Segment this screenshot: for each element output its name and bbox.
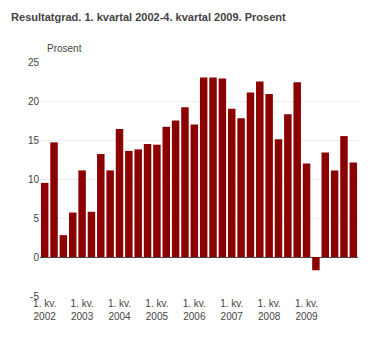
svg-text:Prosent: Prosent [47, 43, 82, 54]
svg-text:1. kv.2007: 1. kv.2007 [220, 298, 243, 322]
svg-text:1. kv.2004: 1. kv.2004 [108, 298, 131, 322]
svg-text:0: 0 [33, 252, 39, 263]
svg-text:15: 15 [28, 135, 40, 146]
svg-text:1. kv.2002: 1. kv.2002 [33, 298, 56, 322]
svg-text:1. kv.2005: 1. kv.2005 [145, 298, 168, 322]
svg-text:1. kv.2003: 1. kv.2003 [71, 298, 94, 322]
svg-text:1. kv.2009: 1. kv.2009 [295, 298, 318, 322]
svg-text:20: 20 [28, 96, 40, 107]
svg-text:25: 25 [28, 57, 40, 68]
svg-text:1. kv.2008: 1. kv.2008 [258, 298, 281, 322]
svg-text:1. kv.2006: 1. kv.2006 [183, 298, 206, 322]
svg-text:Resultatgrad. 1. kvartal 2002-: Resultatgrad. 1. kvartal 2002-4. kvartal… [11, 11, 286, 23]
svg-text:-5: -5 [30, 291, 39, 302]
svg-text:5: 5 [33, 213, 39, 224]
svg-text:10: 10 [28, 174, 40, 185]
